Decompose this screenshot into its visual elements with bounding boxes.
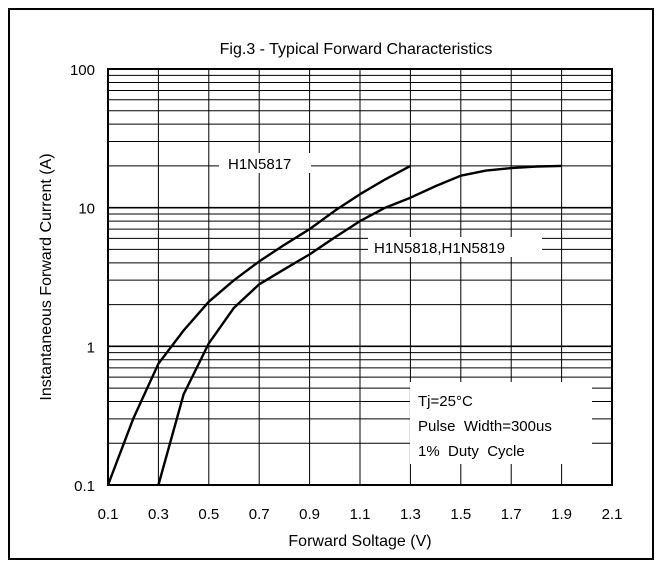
y-tick-label-2: 10 (78, 201, 95, 218)
annotation-pulse-width: Pulse Width=300us (418, 418, 552, 435)
x-tick-label-6: 1.3 (400, 506, 421, 523)
y-tick-label-0: 0.1 (74, 478, 95, 495)
chart-title: Fig.3 - Typical Forward Characteristics (220, 41, 493, 58)
chart-lines (106, 164, 562, 486)
y-axis-label: Instantaneous Forward Current (A) (38, 153, 55, 400)
y-tick-label-3: 100 (70, 62, 95, 79)
x-tick-label-2: 0.5 (198, 506, 219, 523)
axis-tick-labels: 0.1 0.3 0.5 0.7 0.9 1.1 1.3 1.5 1.7 1.9 2.1 0.1 1 10 1… (70, 62, 622, 523)
series-label-h1n5818-h1n5819: H1N5818,H1N5819 (374, 240, 505, 257)
conditions-box (410, 382, 592, 464)
series-label-box-h1n5818-h1n5819 (368, 237, 542, 257)
x-tick-label-10: 2.1 (602, 506, 623, 523)
x-tick-label-0: 0.1 (98, 506, 119, 523)
x-tick-label-1: 0.3 (148, 506, 169, 523)
x-tick-label-5: 1.1 (350, 506, 371, 523)
series-line-1 (157, 164, 562, 486)
x-tick-label-3: 0.7 (249, 506, 270, 523)
x-tick-label-9: 1.9 (551, 506, 572, 523)
x-tick-label-7: 1.5 (450, 506, 471, 523)
series-line-0 (106, 164, 411, 486)
plot-border (107, 68, 613, 486)
y-tick-label-1: 1 (87, 339, 95, 356)
x-axis-label: Forward Soltage (V) (288, 533, 431, 550)
x-tick-label-8: 1.7 (501, 506, 522, 523)
annotation-temperature: Tj=25°C (418, 393, 473, 410)
annotation-duty-cycle: 1% Duty Cycle (418, 443, 525, 460)
x-tick-label-4: 0.9 (299, 506, 320, 523)
series-label-h1n5817: H1N5817 (228, 156, 291, 173)
series-label-box-h1n5817 (219, 153, 311, 173)
annotation-blocks: H1N5817 H1N5818,H1N5819 Tj=25°C Pulse Wi… (219, 153, 592, 464)
